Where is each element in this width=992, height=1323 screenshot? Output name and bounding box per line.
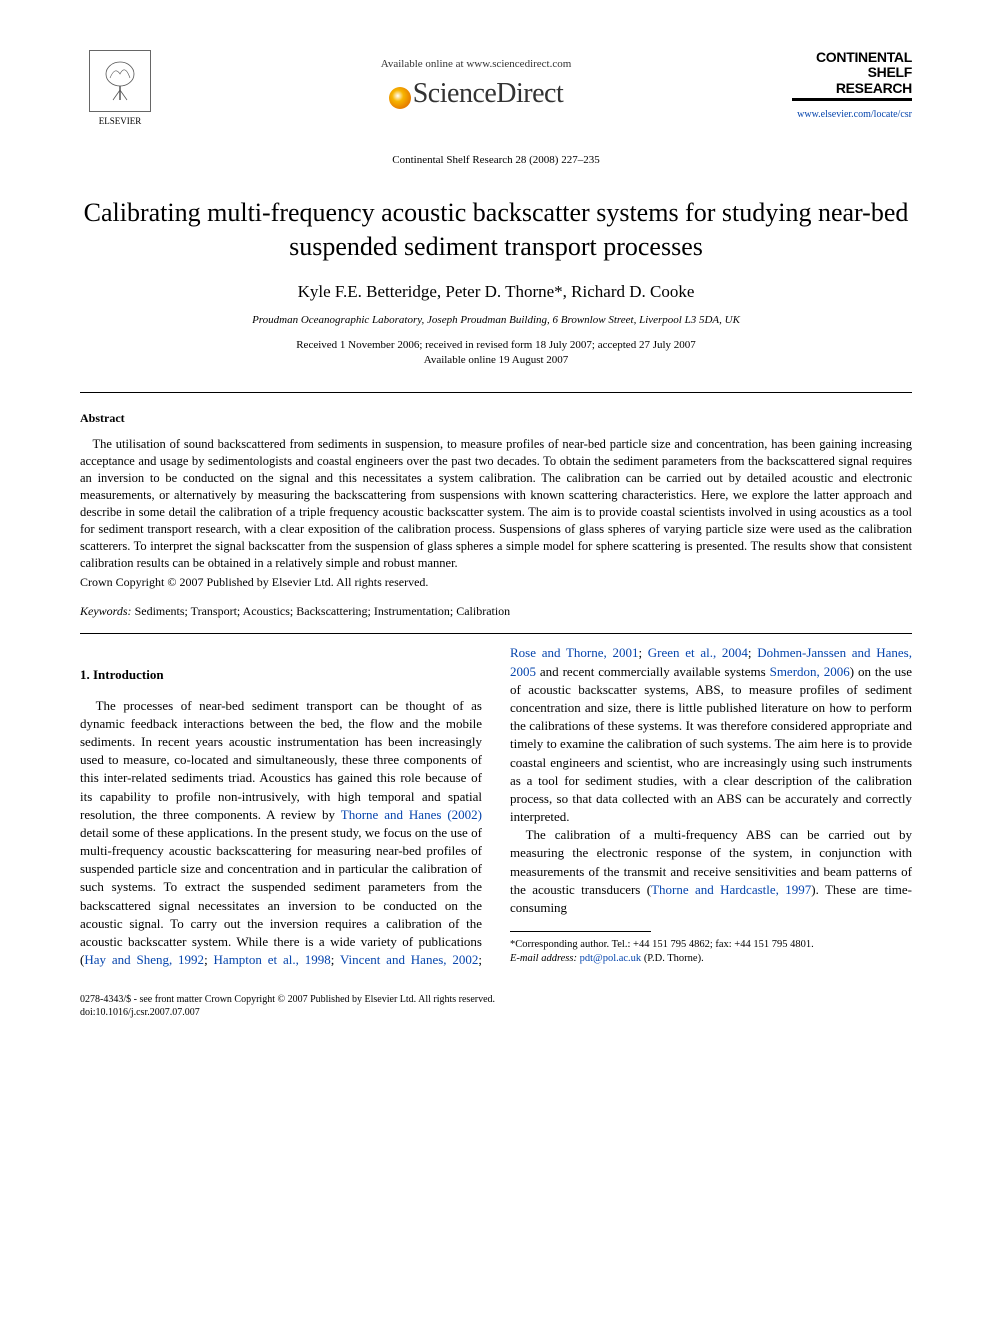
dates-line1: Received 1 November 2006; received in re… <box>80 338 912 353</box>
footnote-corr: *Corresponding author. Tel.: +44 151 795… <box>510 938 912 952</box>
sciencedirect-text: ScienceDirect <box>413 78 564 109</box>
divider-top <box>80 392 912 393</box>
center-header: Available online at www.sciencedirect.co… <box>160 50 792 110</box>
doi-line: doi:10.1016/j.csr.2007.07.007 <box>80 1006 912 1019</box>
footnote-email-line: E-mail address: pdt@pol.ac.uk (P.D. Thor… <box>510 952 912 966</box>
journal-logo-block: CONTINENTAL SHELF RESEARCH www.elsevier.… <box>792 50 912 120</box>
journal-name-line2: SHELF RESEARCH <box>792 65 912 96</box>
journal-underline <box>792 98 912 101</box>
keywords: Keywords: Sediments; Transport; Acoustic… <box>80 604 912 619</box>
authors: Kyle F.E. Betteridge, Peter D. Thorne*, … <box>80 282 912 302</box>
elsevier-logo: ELSEVIER <box>80 50 160 140</box>
footnote-email-label: E-mail address: <box>510 953 577 964</box>
dates-line2: Available online 19 August 2007 <box>80 353 912 368</box>
citation-thorne-hanes-2002[interactable]: Thorne and Hanes (2002) <box>341 807 482 822</box>
journal-link[interactable]: www.elsevier.com/locate/csr <box>792 109 912 120</box>
footnote-email[interactable]: pdt@pol.ac.uk <box>577 953 641 964</box>
keywords-label: Keywords: <box>80 604 132 618</box>
paper-page: ELSEVIER Available online at www.science… <box>0 0 992 1059</box>
available-online-text: Available online at www.sciencedirect.co… <box>160 58 792 70</box>
footnote-separator <box>510 931 651 932</box>
elsevier-label: ELSEVIER <box>99 116 142 126</box>
citation-green-2004[interactable]: Green et al., 2004 <box>648 645 748 660</box>
footnote-email-tail: (P.D. Thorne). <box>641 953 704 964</box>
corresponding-author-footnote: *Corresponding author. Tel.: +44 151 795… <box>510 938 912 965</box>
citation-thorne-hardcastle-1997[interactable]: Thorne and Hardcastle, 1997 <box>651 882 811 897</box>
intro-paragraph-2: The calibration of a multi-frequency ABS… <box>510 826 912 917</box>
journal-name-line1: CONTINENTAL <box>792 50 912 65</box>
abstract-text: The utilisation of sound backscattered f… <box>80 436 912 571</box>
section-1-heading: 1. Introduction <box>80 666 482 684</box>
citation-vincent-hanes-2002[interactable]: Vincent and Hanes, 2002 <box>340 952 478 967</box>
sciencedirect-logo: ScienceDirect <box>160 78 792 110</box>
divider-bottom <box>80 633 912 634</box>
intro-paragraph-1: The processes of near-bed sediment trans… <box>80 644 912 969</box>
citation-hampton-1998[interactable]: Hampton et al., 1998 <box>214 952 331 967</box>
abstract-heading: Abstract <box>80 411 912 426</box>
keywords-text: Sediments; Transport; Acoustics; Backsca… <box>132 604 511 618</box>
front-matter-line: 0278-4343/$ - see front matter Crown Cop… <box>80 993 912 1006</box>
body-columns: 1. Introduction The processes of near-be… <box>80 644 912 969</box>
citation-hay-sheng-1992[interactable]: Hay and Sheng, 1992 <box>84 952 204 967</box>
journal-reference: Continental Shelf Research 28 (2008) 227… <box>80 154 912 166</box>
header-row: ELSEVIER Available online at www.science… <box>80 50 912 140</box>
bottom-bar: 0278-4343/$ - see front matter Crown Cop… <box>80 993 912 1019</box>
article-title: Calibrating multi-frequency acoustic bac… <box>80 196 912 264</box>
elsevier-tree-icon <box>89 50 151 112</box>
affiliation: Proudman Oceanographic Laboratory, Josep… <box>80 314 912 326</box>
article-dates: Received 1 November 2006; received in re… <box>80 338 912 369</box>
journal-name: CONTINENTAL SHELF RESEARCH <box>792 50 912 96</box>
sciencedirect-dot-icon <box>389 87 411 109</box>
citation-rose-thorne-2001[interactable]: Rose and Thorne, 2001 <box>510 645 638 660</box>
citation-smerdon-2006[interactable]: Smerdon, 2006 <box>770 664 850 679</box>
abstract-copyright: Crown Copyright © 2007 Published by Else… <box>80 575 912 590</box>
